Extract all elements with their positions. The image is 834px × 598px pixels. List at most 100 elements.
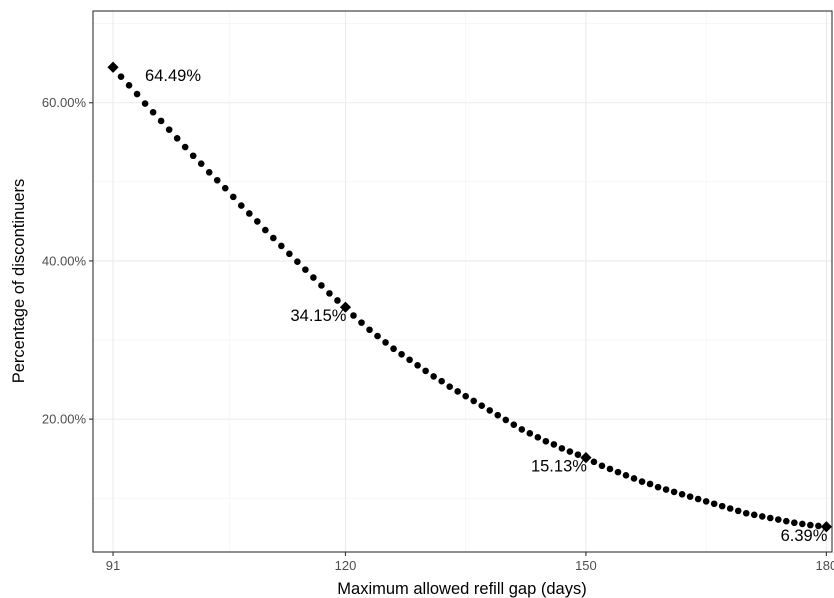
plot-panel-border — [92, 10, 833, 553]
data-point — [438, 377, 445, 385]
points-layer — [109, 63, 830, 531]
data-point — [141, 100, 149, 107]
data-point — [302, 266, 309, 273]
data-point — [237, 202, 245, 209]
data-point — [678, 490, 686, 498]
data-point — [470, 397, 478, 405]
data-point — [286, 250, 293, 258]
data-point — [334, 297, 341, 304]
data-point — [213, 176, 221, 184]
data-point — [270, 234, 277, 242]
data-point — [638, 478, 646, 485]
data-point — [310, 274, 317, 281]
data-point — [181, 143, 189, 151]
data-point — [149, 108, 157, 116]
data-point — [686, 493, 694, 500]
data-point — [630, 475, 638, 482]
data-label: 15.13% — [531, 458, 587, 476]
data-point — [133, 90, 141, 98]
data-point — [197, 160, 205, 167]
data-point — [799, 520, 806, 528]
data-point — [478, 402, 486, 409]
data-point — [815, 522, 822, 530]
data-point — [254, 218, 261, 225]
data-point — [734, 507, 742, 515]
data-point — [558, 445, 566, 452]
data-point — [670, 488, 678, 496]
data-point — [574, 451, 582, 459]
data-point — [422, 367, 429, 375]
data-point — [662, 486, 670, 493]
data-point — [486, 407, 494, 414]
y-axis-title: Percentage of discontinuers — [10, 179, 28, 384]
data-point — [742, 509, 750, 517]
data-point — [502, 416, 510, 424]
data-point — [318, 282, 325, 289]
data-point — [783, 517, 790, 525]
data-point — [598, 462, 606, 470]
data-point — [807, 521, 814, 529]
data-label: 34.15% — [291, 307, 347, 325]
x-tick-label: 120 — [335, 558, 357, 573]
data-point — [646, 480, 654, 488]
data-point — [350, 312, 357, 319]
data-point — [614, 468, 622, 476]
axis-layer: 91 120 150 180 20.00% 40.00% 60.00% — [42, 95, 834, 573]
data-point — [702, 498, 710, 505]
highlight-point — [339, 301, 352, 313]
data-point — [654, 483, 662, 491]
data-point — [125, 82, 133, 89]
data-point — [791, 519, 798, 527]
data-point — [622, 471, 630, 479]
data-point — [750, 511, 758, 519]
data-point — [358, 319, 365, 326]
data-point — [462, 392, 470, 400]
data-label: 64.49% — [145, 67, 201, 85]
data-point — [766, 514, 774, 522]
data-point — [510, 421, 518, 428]
data-point — [550, 441, 558, 448]
data-point — [534, 434, 542, 441]
data-point — [262, 226, 269, 234]
x-tick-label: 91 — [106, 558, 120, 573]
data-point — [590, 458, 598, 466]
x-tick-label: 180 — [816, 558, 834, 573]
data-point — [758, 513, 766, 520]
data-point — [726, 505, 734, 512]
grid-layer — [93, 11, 832, 552]
data-point — [165, 126, 173, 133]
data-point — [221, 184, 229, 192]
data-point — [454, 388, 461, 395]
data-point — [294, 258, 301, 266]
highlight-point — [107, 61, 119, 73]
data-point — [326, 290, 333, 297]
data-point — [566, 448, 574, 455]
data-point — [173, 135, 181, 142]
y-tick-label: 40.00% — [42, 253, 87, 268]
data-point — [366, 326, 373, 334]
data-point — [382, 339, 389, 346]
data-point — [694, 495, 702, 503]
data-point — [446, 383, 453, 390]
data-point — [774, 516, 782, 523]
data-point — [189, 152, 197, 160]
data-point — [205, 169, 213, 176]
data-point — [117, 73, 125, 80]
data-point — [430, 373, 437, 380]
data-label: 6.39% — [781, 527, 828, 545]
x-axis-title: Maximum allowed refill gap (days) — [337, 580, 586, 598]
data-point — [710, 500, 718, 508]
data-point — [406, 356, 413, 364]
data-point — [718, 502, 726, 510]
highlight-point — [580, 452, 592, 464]
y-tick-label: 20.00% — [42, 412, 87, 427]
data-point — [606, 465, 614, 473]
diamond-layer — [107, 61, 832, 533]
data-point — [494, 411, 502, 419]
data-point — [390, 345, 397, 353]
data-point — [526, 430, 534, 437]
data-point — [278, 242, 285, 250]
data-point — [157, 117, 165, 125]
